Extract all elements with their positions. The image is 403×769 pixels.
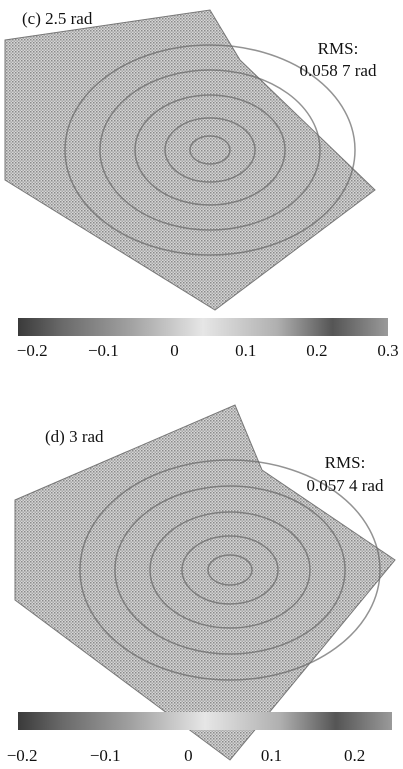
colorbar-tick-label: −0.2 bbox=[7, 746, 38, 765]
colorbar-tick-label: −0.2 bbox=[17, 341, 48, 360]
colorbar-tick-label: −0.1 bbox=[88, 341, 119, 360]
rms-label: RMS: bbox=[325, 453, 366, 472]
colorbar bbox=[18, 712, 392, 730]
panel-title: (c) 2.5 rad bbox=[22, 9, 93, 28]
colorbar-tick-label: 0 bbox=[184, 746, 193, 765]
colorbar-tick-label: 0.3 bbox=[377, 341, 398, 360]
colorbar-tick-label: 0.1 bbox=[235, 341, 256, 360]
rms-label: RMS: bbox=[318, 39, 359, 58]
colorbar-tick-label: −0.1 bbox=[90, 746, 121, 765]
colorbar-tick-label: 0.2 bbox=[306, 341, 327, 360]
colorbar-tick-label: 0 bbox=[170, 341, 179, 360]
figure: (c) 2.5 rad RMS: 0.058 7 rad −0.2 −0.1 0 0.1 0.… bbox=[0, 0, 403, 769]
colorbar-tick-label: 0.2 bbox=[344, 746, 365, 765]
rms-value: 0.057 4 rad bbox=[307, 476, 384, 495]
rms-value: 0.058 7 rad bbox=[300, 61, 377, 80]
colorbar-tick-label: 0.1 bbox=[261, 746, 282, 765]
panel-title: (d) 3 rad bbox=[45, 427, 104, 446]
colorbar bbox=[18, 318, 388, 336]
